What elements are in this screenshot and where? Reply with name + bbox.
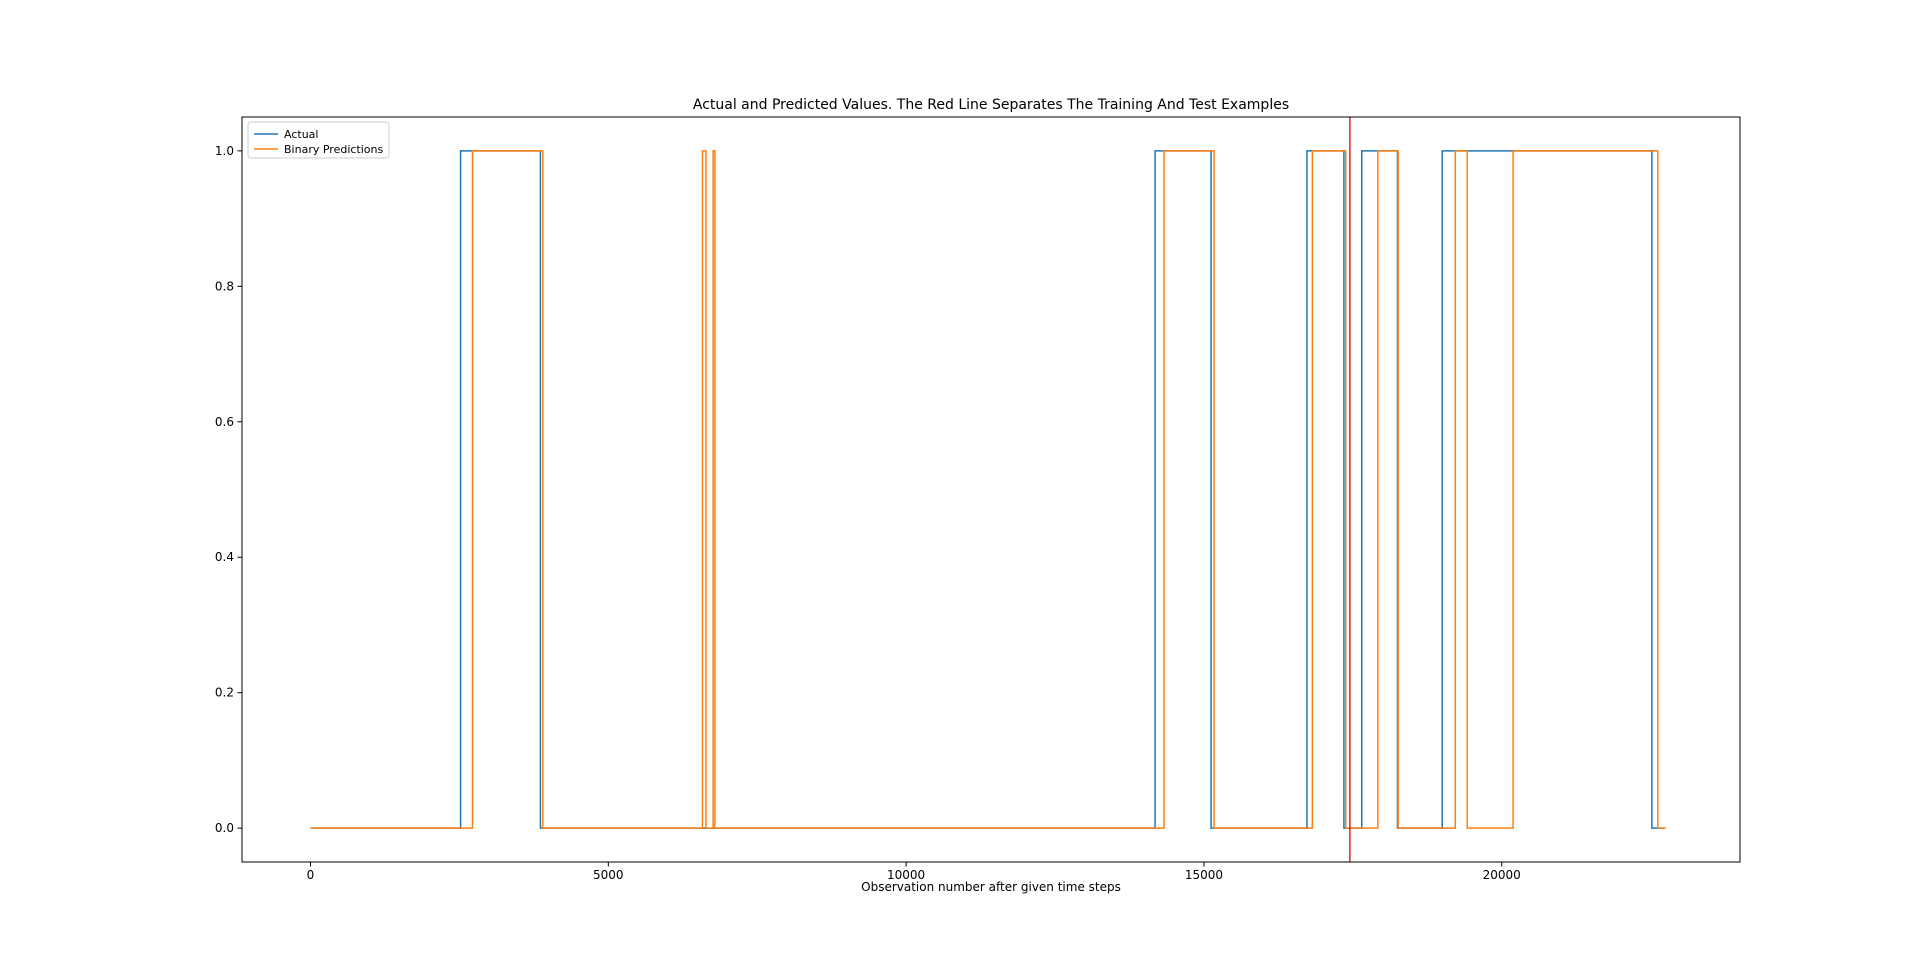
legend-label: Actual (284, 128, 318, 141)
y-tick-label: 0.4 (215, 550, 234, 564)
x-tick-label: 0 (307, 868, 315, 882)
y-tick-label: 0.6 (215, 415, 234, 429)
legend: Actual Binary Predictions (247, 121, 390, 159)
axes: 0 5000 10000 15000 20000 0.0 0.2 0.4 0.6 0.8 1.0 (215, 116, 1741, 882)
axes-frame (241, 116, 1741, 863)
series-group (310, 117, 1666, 862)
y-tick-label: 0.8 (215, 279, 234, 293)
x-axis-label: Observation number after given time step… (861, 880, 1121, 894)
x-tick-label: 20000 (1483, 868, 1521, 882)
y-tick-label: 0.2 (215, 686, 234, 700)
legend-box (247, 121, 390, 159)
legend-label: Binary Predictions (284, 143, 383, 156)
y-tick-label: 1.0 (215, 144, 234, 158)
x-tick-label: 15000 (1185, 868, 1223, 882)
x-tick-label: 10000 (887, 868, 925, 882)
chart-title: Actual and Predicted Values. The Red Lin… (693, 97, 1289, 113)
y-tick-label: 0.0 (215, 821, 234, 835)
plot-area (310, 117, 1666, 862)
series-line-binary-predictions (310, 150, 1666, 829)
x-tick-label: 5000 (593, 868, 624, 882)
